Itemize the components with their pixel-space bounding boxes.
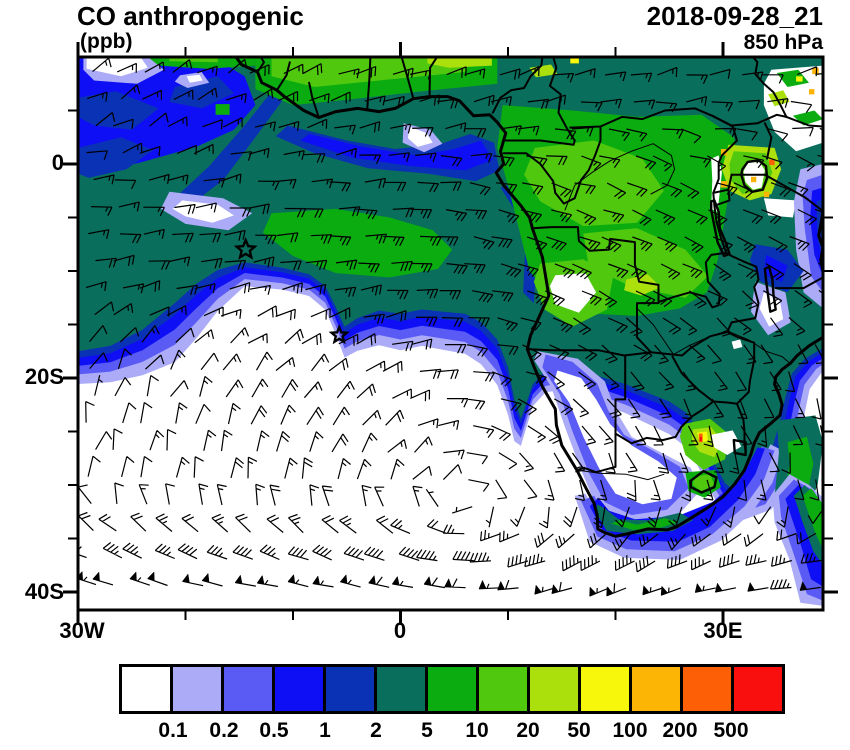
units-label: (ppb) [80, 30, 133, 53]
colorbar-cell [173, 667, 224, 711]
colorbar-label-100: 100 [612, 719, 648, 742]
wind-barbs-layer [78, 57, 823, 597]
colorbar-cell [734, 667, 782, 711]
plot-title: CO anthropogenic [77, 1, 304, 31]
colorbar-label-2: 2 [370, 719, 382, 742]
colorbar-cell [275, 667, 326, 711]
station-markers [233, 236, 350, 345]
colorbar-cell [122, 667, 173, 711]
colorbar-label-0.5: 0.5 [259, 719, 289, 742]
colorbar-label-500: 500 [713, 719, 749, 742]
axis-ticks [63, 42, 838, 625]
colorbar-label-0.2: 0.2 [209, 719, 239, 742]
colorbar-cell [377, 667, 428, 711]
x-axis-label-0: 0 [393, 618, 407, 643]
colorbar [119, 664, 785, 714]
colorbar-cell [683, 667, 734, 711]
colorbar-cell [326, 667, 377, 711]
colorbar-cell [632, 667, 683, 711]
colorbar-label-1: 1 [319, 719, 331, 742]
colorbar-cell [479, 667, 530, 711]
colorbar-label-50: 50 [567, 719, 591, 742]
colorbar-cell [581, 667, 632, 711]
pressure-level: 850 hPa [743, 31, 823, 54]
colorbar-cell [530, 667, 581, 711]
colorbar-label-20: 20 [516, 719, 540, 742]
colorbar-cell [224, 667, 275, 711]
x-axis-label-30E: 30E [703, 618, 743, 643]
y-axis-label-40S: 40S [24, 579, 64, 604]
star-marker-2 [328, 324, 350, 345]
field-layer [78, 57, 823, 610]
valid-datetime: 2018-09-28_21 [646, 1, 823, 31]
colorbar-label-200: 200 [662, 719, 698, 742]
colorbar-label-10: 10 [465, 719, 489, 742]
colorbar-label-5: 5 [421, 719, 433, 742]
y-axis-label-0: 0 [51, 150, 64, 175]
y-axis-label-20S: 20S [24, 364, 64, 389]
colorbar-cell [428, 667, 479, 711]
star-marker-1 [233, 236, 258, 260]
map-frame [63, 42, 838, 625]
x-axis-label-30W: 30W [59, 618, 105, 643]
colorbar-label-0.1: 0.1 [158, 719, 188, 742]
